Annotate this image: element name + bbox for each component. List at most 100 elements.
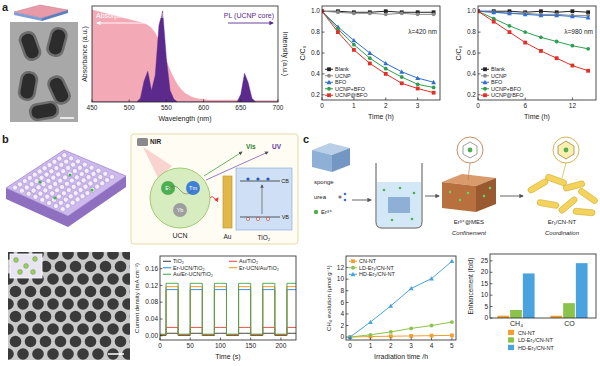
step-level bbox=[275, 334, 281, 335]
sem-pore bbox=[107, 273, 119, 285]
scheme-label: Au bbox=[224, 233, 232, 240]
pore bbox=[46, 178, 51, 183]
step-level bbox=[245, 283, 251, 284]
pore bbox=[98, 174, 103, 179]
hole bbox=[246, 217, 249, 220]
step-level bbox=[184, 334, 190, 335]
pore bbox=[62, 175, 67, 180]
y2-axis-label: Intensity (a.u.) bbox=[281, 32, 289, 76]
step-level bbox=[233, 335, 239, 336]
step-level bbox=[160, 335, 166, 336]
sem-pore bbox=[8, 323, 14, 335]
pore bbox=[51, 175, 56, 180]
sem-pore bbox=[17, 348, 29, 360]
legend-label: BFO bbox=[491, 79, 503, 85]
sem-pore bbox=[122, 252, 130, 260]
icon-side bbox=[14, 12, 42, 21]
step-level bbox=[184, 334, 190, 335]
step-level bbox=[233, 334, 239, 335]
rod-core bbox=[48, 76, 70, 104]
step-level bbox=[293, 333, 296, 334]
x-tick bbox=[451, 338, 452, 341]
step-level bbox=[233, 334, 239, 335]
sem-pore bbox=[130, 311, 131, 323]
bar bbox=[510, 310, 522, 318]
x-tick-label: 700 bbox=[273, 104, 284, 111]
y-tick bbox=[160, 335, 163, 336]
y-tick bbox=[490, 306, 493, 307]
y-tick bbox=[160, 268, 163, 269]
sem-pore bbox=[130, 336, 131, 348]
step-level bbox=[245, 286, 251, 287]
inset-particle bbox=[14, 258, 19, 263]
pore bbox=[44, 172, 49, 177]
sem-pore bbox=[130, 261, 131, 273]
sem-pore bbox=[70, 336, 82, 348]
pore bbox=[43, 188, 48, 193]
er-ion bbox=[413, 192, 416, 195]
rod-shell bbox=[16, 29, 43, 63]
scheme-label: CB bbox=[281, 178, 289, 184]
x-tick bbox=[385, 98, 386, 101]
step-level bbox=[251, 334, 257, 335]
sem-pore bbox=[122, 273, 130, 285]
step-level bbox=[251, 334, 257, 335]
band-vb bbox=[240, 217, 280, 218]
pore bbox=[27, 175, 32, 180]
y-tick-label: 0.2 bbox=[467, 91, 476, 98]
y-tick bbox=[478, 94, 481, 95]
sem-pore bbox=[107, 252, 119, 260]
point bbox=[523, 30, 527, 34]
point bbox=[416, 12, 420, 16]
pore bbox=[73, 191, 78, 196]
step-level bbox=[178, 334, 184, 335]
point bbox=[492, 20, 496, 24]
y-tick bbox=[346, 267, 349, 268]
step-level bbox=[287, 289, 293, 290]
point bbox=[523, 12, 528, 16]
pore bbox=[45, 194, 50, 199]
step-level bbox=[220, 327, 226, 328]
step-level bbox=[184, 335, 190, 336]
nanotube bbox=[537, 199, 560, 209]
annotation: λ=980 nm bbox=[564, 28, 593, 35]
pore bbox=[69, 178, 74, 183]
step-level bbox=[196, 283, 202, 284]
y-tick-label: 0.6 bbox=[467, 49, 476, 56]
zoom-circle bbox=[553, 137, 579, 163]
legend-label: UCNP@BFO bbox=[335, 92, 368, 98]
point bbox=[555, 40, 559, 44]
y-tick bbox=[322, 11, 325, 12]
step-level bbox=[226, 334, 232, 335]
scale-bar bbox=[60, 117, 74, 119]
step-level bbox=[275, 335, 281, 336]
point bbox=[351, 38, 356, 42]
y-tick-label: 0.8 bbox=[467, 28, 476, 35]
nanotube bbox=[577, 187, 598, 205]
x-tick-label: 500 bbox=[124, 104, 135, 111]
step-level bbox=[239, 327, 245, 328]
x-tick bbox=[370, 338, 371, 341]
line bbox=[322, 11, 434, 82]
pore bbox=[96, 168, 101, 173]
x-tick bbox=[278, 100, 279, 103]
step-level bbox=[281, 334, 287, 335]
x-tick bbox=[478, 98, 479, 101]
step-level bbox=[269, 333, 275, 334]
pore bbox=[56, 194, 61, 199]
pore bbox=[59, 162, 64, 167]
y-tick-label: 10 bbox=[337, 275, 345, 282]
y-tick-label: 0.08 bbox=[145, 298, 158, 305]
pore bbox=[63, 197, 68, 202]
pore bbox=[53, 181, 58, 186]
point bbox=[409, 286, 414, 290]
legend-label: Blank bbox=[491, 66, 505, 72]
step-level bbox=[239, 286, 245, 287]
pore bbox=[89, 165, 94, 170]
er-ion bbox=[399, 187, 402, 190]
point bbox=[539, 13, 544, 17]
sem-pore bbox=[92, 348, 104, 360]
plot-area bbox=[92, 10, 278, 102]
sem-pore bbox=[115, 286, 127, 298]
scheme-label: VB bbox=[282, 214, 290, 220]
